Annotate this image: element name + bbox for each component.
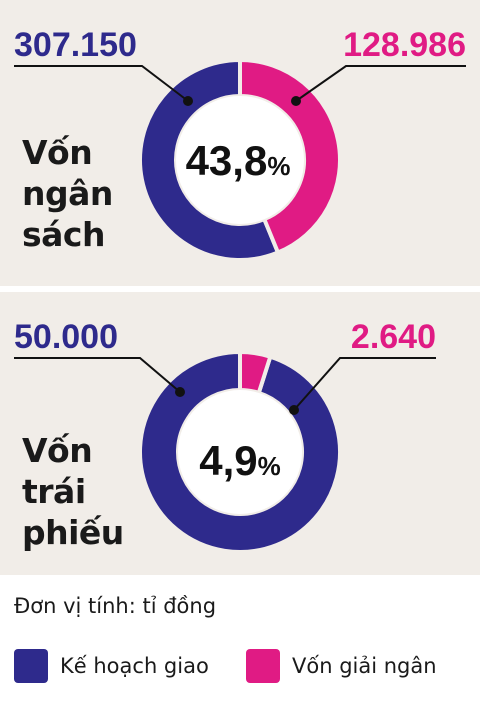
bond-title-line: Vốn: [22, 431, 93, 470]
budget-capital-panel: 307.150 128.986 43,8% Vốn ngân sách: [0, 0, 480, 286]
bond-percentage-unit: %: [258, 451, 281, 481]
bond-percentage: 4,9%: [199, 437, 281, 484]
bond-donut: [138, 349, 342, 554]
legend-swatch-plan: [14, 649, 48, 683]
bond-title: Vốn trái phiếu: [22, 430, 124, 553]
bond-disbursed-value: 2.640: [351, 318, 436, 356]
budget-percentage-value: 43,8: [186, 137, 268, 184]
budget-percentage-unit: %: [267, 151, 290, 181]
budget-donut-hole: [176, 96, 304, 224]
budget-plan-value: 307.150: [14, 26, 137, 64]
bond-disbursed-leader-dot: [289, 405, 299, 415]
bond-plan-value: 50.000: [14, 318, 118, 356]
budget-disbursed-leader-dot: [291, 96, 301, 106]
legend-label-disbursed: Vốn giải ngân: [292, 654, 437, 678]
legend-swatch-disbursed: [246, 649, 280, 683]
budget-title-line: ngân: [22, 174, 113, 213]
budget-donut: [138, 57, 342, 262]
budget-plan-leader-line: [14, 65, 189, 102]
bond-capital-panel: 50.000 2.640 4,9% Vốn trái phiếu: [0, 292, 480, 575]
bond-title-line: trái: [22, 472, 86, 511]
budget-donut-chart: 307.150 128.986 43,8%: [14, 26, 466, 262]
footer: [0, 575, 480, 716]
budget-disbursed-value: 128.986: [343, 26, 466, 64]
budget-plan-leader-dot: [183, 96, 193, 106]
budget-title: Vốn ngân sách: [22, 132, 113, 255]
bond-donut-hole: [178, 390, 302, 514]
legend-item-plan: Kế hoạch giao: [14, 648, 209, 684]
bond-percentage-value: 4,9: [199, 437, 257, 484]
budget-title-line: sách: [22, 215, 105, 254]
bond-donut-chart: 50.000 2.640 4,9%: [14, 318, 436, 554]
legend-label-plan: Kế hoạch giao: [60, 654, 209, 678]
unit-note: Đơn vị tính: tỉ đồng: [14, 594, 217, 618]
bond-title-line: phiếu: [22, 513, 124, 552]
bond-plan-leader-line: [14, 357, 181, 393]
budget-title-line: Vốn: [22, 133, 93, 172]
legend-item-disbursed: Vốn giải ngân: [246, 648, 437, 684]
budget-percentage: 43,8%: [186, 137, 291, 184]
budget-disbursed-leader-line: [295, 65, 466, 102]
bond-plan-leader-dot: [175, 387, 185, 397]
bond-disbursed-leader-line: [293, 357, 436, 411]
